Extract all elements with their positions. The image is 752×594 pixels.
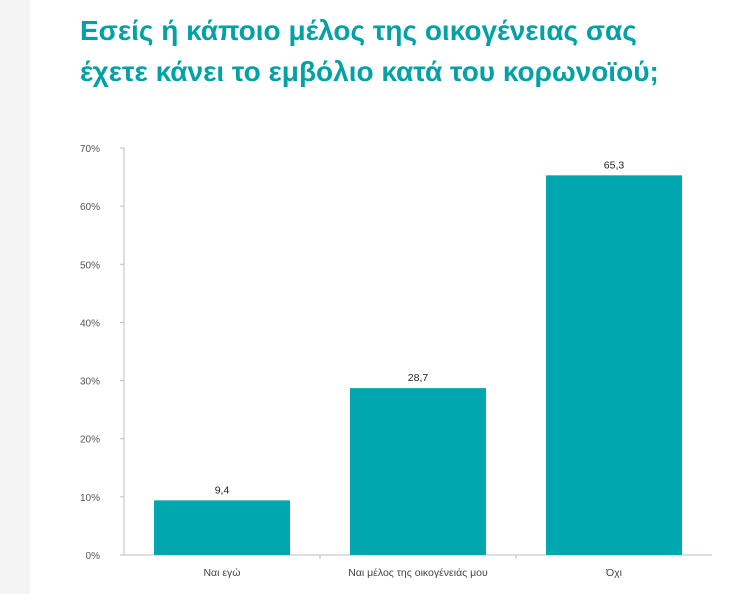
chart-title: Εσείς ή κάποιο μέλος της οικογένειας σας… [80, 10, 730, 92]
x-category-label: Ναι εγώ [203, 567, 240, 579]
bar [350, 388, 486, 555]
left-margin-strip [0, 0, 30, 594]
chart-bars [154, 175, 682, 555]
bar-value-label: 65,3 [604, 159, 625, 171]
y-tick-label: 0% [86, 551, 101, 562]
chart-title-line-1: Εσείς ή κάποιο μέλος της οικογένειας σας [80, 15, 637, 46]
bar-value-label: 28,7 [408, 372, 429, 384]
chart-labels: 9,4 Ναι εγώ 28,7 Ναι μέλος της οικογένειάς … [203, 159, 624, 579]
y-tick-label: 20% [80, 435, 100, 446]
y-tick-label: 70% [80, 144, 100, 155]
chart-title-line-2: έχετε κάνει το εμβόλιο κατά του κορωνοϊο… [80, 56, 659, 87]
y-tick-label: 60% [80, 202, 100, 213]
bar [546, 175, 682, 555]
x-category-label: Ναι μέλος της οικογένειάς μου [348, 567, 488, 579]
bar-value-label: 9,4 [215, 484, 230, 496]
x-category-label: Όχι [605, 567, 623, 579]
y-tick-label: 30% [80, 377, 100, 388]
bar [154, 500, 290, 555]
y-tick-label: 40% [80, 318, 100, 329]
y-tick-label: 10% [80, 493, 100, 504]
y-tick-label: 50% [80, 260, 100, 271]
